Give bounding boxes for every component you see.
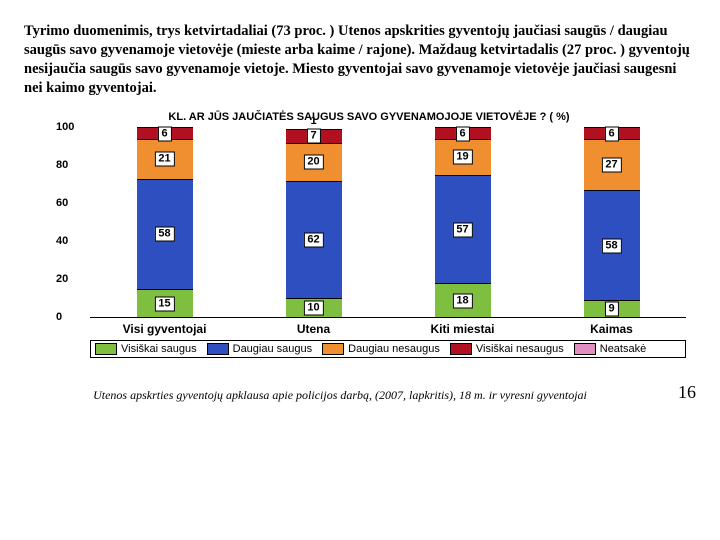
x-tick-label: Utena: [239, 322, 388, 336]
bar-segment: 18: [435, 283, 491, 317]
x-tick-label: Kiti miestai: [388, 322, 537, 336]
chart-title: KL. AR JŪS JAUČIATĖS SAUGUS SAVO GYVENAM…: [52, 111, 686, 123]
bar-segment: 27: [584, 139, 640, 190]
bar-segment: 58: [137, 179, 193, 289]
legend-item: Visiškai saugus: [95, 343, 197, 355]
y-tick-label: 20: [56, 273, 68, 285]
segment-value: 6: [157, 126, 171, 141]
bar-column: 18 57 19 6: [435, 127, 491, 317]
bar-segment: 15: [137, 289, 193, 318]
bar-segment: 9: [584, 300, 640, 317]
segment-value: 58: [154, 227, 174, 242]
segment-value: 18: [452, 293, 472, 308]
legend-label: Neatsakė: [600, 343, 646, 355]
bar-segment: 6: [435, 127, 491, 138]
bar-segment: 62: [286, 181, 342, 299]
segment-value: 20: [303, 155, 323, 170]
intro-paragraph: Tyrimo duomenimis, trys ketvirtadaliai (…: [24, 22, 696, 97]
bars-row: 1558216106220711857196958276: [90, 127, 686, 317]
bar-segment: 6: [137, 127, 193, 138]
segment-value: 9: [604, 302, 618, 317]
y-tick-label: 60: [56, 197, 68, 209]
segment-value: 27: [601, 157, 621, 172]
segment-value: 6: [604, 126, 618, 141]
bar-segment: 7: [286, 129, 342, 142]
segment-value: 15: [154, 296, 174, 311]
segment-value: 21: [154, 152, 174, 167]
legend-swatch: [574, 343, 596, 355]
legend-item: Daugiau nesaugus: [322, 343, 440, 355]
bar-column: 9 58 27 6: [584, 127, 640, 317]
legend-label: Visiškai nesaugus: [476, 343, 564, 355]
legend-label: Visiškai saugus: [121, 343, 197, 355]
segment-value: 62: [303, 232, 323, 247]
bar-column: 10622071: [286, 129, 342, 317]
segment-value: 10: [303, 301, 323, 316]
footer-text: Utenos apskrties gyventojų apklausa apie…: [24, 388, 656, 403]
bar-segment: 20: [286, 143, 342, 181]
legend-label: Daugiau saugus: [233, 343, 313, 355]
y-tick-label: 100: [56, 121, 74, 133]
y-tick-label: 0: [56, 311, 62, 323]
x-tick-label: Visi gyventojai: [90, 322, 239, 336]
legend-item: Daugiau saugus: [207, 343, 313, 355]
bar-segment: 19: [435, 139, 491, 175]
segment-value: 19: [452, 150, 472, 165]
legend: Visiškai saugus Daugiau saugus Daugiau nes…: [90, 340, 686, 358]
bar-segment: 58: [584, 190, 640, 300]
segment-value: 58: [601, 238, 621, 253]
segment-value: 7: [306, 129, 320, 144]
footer: Utenos apskrties gyventojų apklausa apie…: [24, 382, 696, 403]
legend-swatch: [95, 343, 117, 355]
legend-swatch: [207, 343, 229, 355]
legend-swatch: [450, 343, 472, 355]
bar-segment: 6: [584, 127, 640, 138]
chart-container: KL. AR JŪS JAUČIATĖS SAUGUS SAVO GYVENAM…: [52, 111, 686, 358]
plot-area: 1558216106220711857196958276 02040608010…: [90, 127, 686, 318]
y-tick-label: 80: [56, 159, 68, 171]
page-number: 16: [656, 382, 696, 403]
x-tick-label: Kaimas: [537, 322, 686, 336]
y-tick-label: 40: [56, 235, 68, 247]
bar-column: 15 58 21 6: [137, 127, 193, 317]
legend-label: Daugiau nesaugus: [348, 343, 440, 355]
bar-segment: 10: [286, 298, 342, 317]
legend-item: Neatsakė: [574, 343, 646, 355]
legend-swatch: [322, 343, 344, 355]
bar-top-label: 1: [286, 115, 342, 127]
bar-segment: 21: [137, 139, 193, 179]
segment-value: 6: [455, 126, 469, 141]
bar-segment: 57: [435, 175, 491, 283]
legend-item: Visiškai nesaugus: [450, 343, 564, 355]
x-axis: Visi gyventojaiUtenaKiti miestaiKaimas: [90, 318, 686, 336]
segment-value: 57: [452, 222, 472, 237]
